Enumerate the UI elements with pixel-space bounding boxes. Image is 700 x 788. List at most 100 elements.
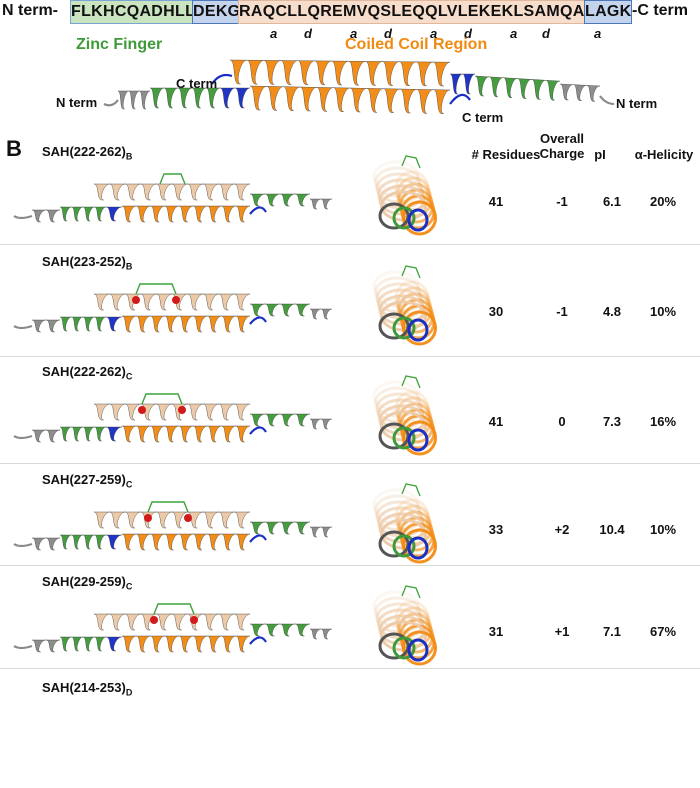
coil-helix-bottom-turn xyxy=(249,85,267,111)
coil-helix-bottom-turn xyxy=(333,87,351,112)
zinc-helix-turn xyxy=(71,636,84,652)
orange-helix-turn xyxy=(164,425,179,443)
n-tail xyxy=(13,434,33,440)
cell-charge: +2 xyxy=(554,522,570,537)
coil-helix-bottom-turn xyxy=(266,86,284,111)
orange-helix-turn xyxy=(136,533,151,551)
orange-helix-turn xyxy=(235,315,251,333)
zinc-helix-right-turn xyxy=(264,193,281,207)
end-view-turn-orange xyxy=(402,630,437,666)
gray-helix-turn xyxy=(45,209,61,223)
orange-helix-turn xyxy=(207,315,222,333)
orange-helix-turn xyxy=(136,315,151,333)
blue-helix-turn xyxy=(105,534,123,550)
blue-helix-left-turn xyxy=(219,87,236,109)
cell-helicity: 67% xyxy=(649,624,677,639)
zinc-helix-right-turn xyxy=(294,193,311,207)
staple-residue-red xyxy=(138,406,146,414)
zinc-helix-right-turn xyxy=(264,521,281,535)
end-view-gray xyxy=(378,530,410,558)
wheat-helix-turn xyxy=(109,293,126,311)
wheat-helix-turn xyxy=(140,293,157,311)
gray-helix-right xyxy=(309,628,333,640)
gray-helix-right-turn xyxy=(559,83,574,101)
gray-helix-turn xyxy=(31,319,47,333)
end-view-blue xyxy=(407,208,429,232)
table-row: SAH(214-253)D xyxy=(0,674,700,788)
end-view-turn-wheat xyxy=(372,380,420,412)
cell-pi: 10.4 xyxy=(599,522,625,537)
cell-charge: -1 xyxy=(556,304,568,319)
c-tail xyxy=(249,316,267,325)
end-view-blue xyxy=(407,536,429,560)
zinc-helix-right-turn xyxy=(249,413,266,427)
zinc-helix-right-turn xyxy=(264,413,281,427)
orange-helix-turn xyxy=(221,635,236,653)
zinc-helix-right xyxy=(249,193,311,207)
gray-helix-right xyxy=(309,198,333,210)
table-row: SAH(227-259)C 33 +2 10.4 10% xyxy=(0,466,700,580)
row-divider xyxy=(0,356,700,357)
zinc-helix-turn xyxy=(71,206,84,222)
cell-helicity: 20% xyxy=(649,194,677,209)
wheat-helix-turn xyxy=(93,183,110,201)
heptad-letter: a xyxy=(270,26,278,41)
zinc-helix-left-turn xyxy=(163,87,179,109)
coil-helix-bottom-turn xyxy=(349,87,367,113)
c-terminal-residues: LAGK xyxy=(585,3,632,20)
heptad-letter: a xyxy=(350,26,358,41)
coil-helix-bottom-turn xyxy=(399,88,417,114)
peptide-name: SAH(222-262)C xyxy=(42,364,132,382)
staple-residue-red xyxy=(144,514,152,522)
cell-helicity: 10% xyxy=(649,304,677,319)
wheat-helix-turn xyxy=(234,511,251,529)
wheat-helix-turn xyxy=(125,183,141,201)
cell-pi: 6.1 xyxy=(602,194,622,209)
wheat-helix xyxy=(93,183,251,201)
wheat-helix-turn xyxy=(203,511,219,529)
cell-helicity: 10% xyxy=(649,522,677,537)
blue-helix xyxy=(105,636,123,652)
gray-helix-right-turn xyxy=(573,84,587,101)
orange-helix-turn xyxy=(136,635,151,653)
end-view-turn-wheat xyxy=(374,276,421,308)
gray-helix xyxy=(31,537,61,551)
cell-charge: +1 xyxy=(554,624,570,639)
cell-pi: 4.8 xyxy=(602,304,622,319)
panel-a-n-term-right: N term xyxy=(616,96,658,111)
orange-helix xyxy=(121,425,251,443)
gray-helix-right xyxy=(309,308,333,320)
orange-helix xyxy=(121,315,251,333)
coil-helix-top-turn xyxy=(432,61,451,87)
wheat-helix-turn xyxy=(187,403,204,421)
orange-helix-turn xyxy=(235,425,251,443)
peptide-name-subscript: D xyxy=(125,687,133,698)
peptide-name-subscript: B xyxy=(125,261,133,272)
orange-helix-turn xyxy=(178,425,194,443)
end-view-turn-wheat xyxy=(372,590,420,622)
wheat-helix-turn xyxy=(156,403,173,421)
zinc-helix xyxy=(59,206,107,222)
coil-helix-bottom-turn xyxy=(316,87,334,112)
zinc-helix-turn xyxy=(59,316,72,332)
coil-helix-bottom-turn xyxy=(299,86,317,112)
zinc-helix-turn xyxy=(94,636,107,652)
blue-helix-left-turn xyxy=(234,87,251,109)
row-divider xyxy=(0,244,700,245)
row-divider xyxy=(0,668,700,669)
end-view-green xyxy=(392,534,416,558)
blue-helix-left xyxy=(219,87,251,109)
orange-helix-turn xyxy=(178,533,194,551)
zinc-helix-turn xyxy=(82,426,95,442)
cell-charge: -1 xyxy=(556,194,568,209)
wheat-helix xyxy=(93,403,251,421)
wheat-helix-turn xyxy=(218,511,235,529)
zinc-helix-right-turn xyxy=(264,623,281,637)
zinc-finger-residues: FLKHCQADHLL xyxy=(71,3,196,20)
panel-a-c-term-right: C term xyxy=(462,110,504,125)
blue-helix xyxy=(105,426,123,442)
end-view-staple xyxy=(401,483,421,497)
orange-helix-turn xyxy=(178,315,194,333)
orange-helix-turn xyxy=(207,533,222,551)
zinc-helix-turn xyxy=(94,206,107,222)
